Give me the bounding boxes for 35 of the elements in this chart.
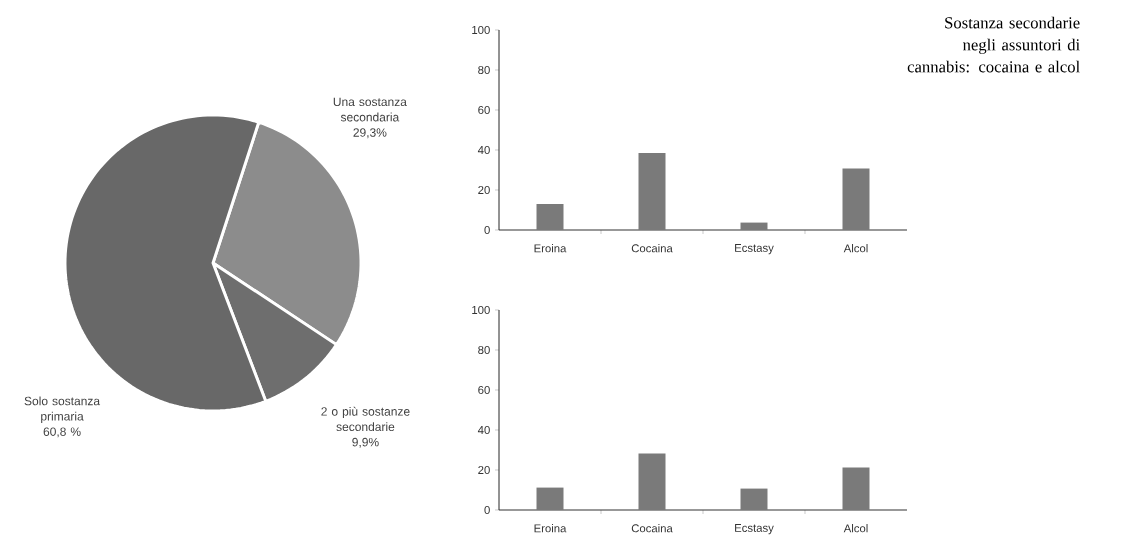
bar xyxy=(842,467,870,510)
x-tick-label: Cocaina xyxy=(631,244,673,253)
y-tick-label: 0 xyxy=(484,225,490,234)
data-label: 9,9% xyxy=(352,437,379,448)
slice-label: Solo sostanza primaria xyxy=(24,396,101,423)
y-tick-label: 100 xyxy=(472,305,490,314)
slice-label: Una sostanza secondaria xyxy=(333,97,407,122)
y-tick-label: 20 xyxy=(478,465,490,474)
x-tick-label: Ecstasy xyxy=(735,244,774,255)
bar xyxy=(638,152,666,230)
bar xyxy=(638,453,666,510)
text: Sostanza secondarie negli assuntori di cannabis: cocaina e alcol xyxy=(907,16,1080,73)
bar xyxy=(536,487,564,510)
x-tick-label: Eroina xyxy=(534,244,567,253)
bar xyxy=(842,168,870,230)
x-tick-label: Alcol xyxy=(843,244,868,253)
y-tick-label: 60 xyxy=(478,385,490,394)
y-tick-label: 40 xyxy=(477,425,490,434)
y-tick-label: 80 xyxy=(478,65,490,74)
y-tick-label: 0 xyxy=(484,505,490,514)
x-tick-label: Cocaina xyxy=(631,524,673,533)
y-tick-label: 20 xyxy=(478,185,490,194)
y-tick-label: 80 xyxy=(478,345,490,354)
y-tick-label: 100 xyxy=(472,25,490,34)
bar xyxy=(740,222,768,230)
x-tick-label: Eroina xyxy=(534,524,567,533)
bar xyxy=(536,203,564,230)
x-tick-label: Alcol xyxy=(843,524,868,533)
data-label: 29,3% xyxy=(353,128,387,139)
y-tick-label: 60 xyxy=(478,105,490,114)
x-tick-label: Ecstasy xyxy=(735,524,774,535)
data-label: 60,8 % xyxy=(43,427,81,438)
slice-label: 2 o più sostanze secondarie xyxy=(321,406,410,432)
bar xyxy=(740,488,768,510)
y-tick-label: 40 xyxy=(477,145,490,154)
